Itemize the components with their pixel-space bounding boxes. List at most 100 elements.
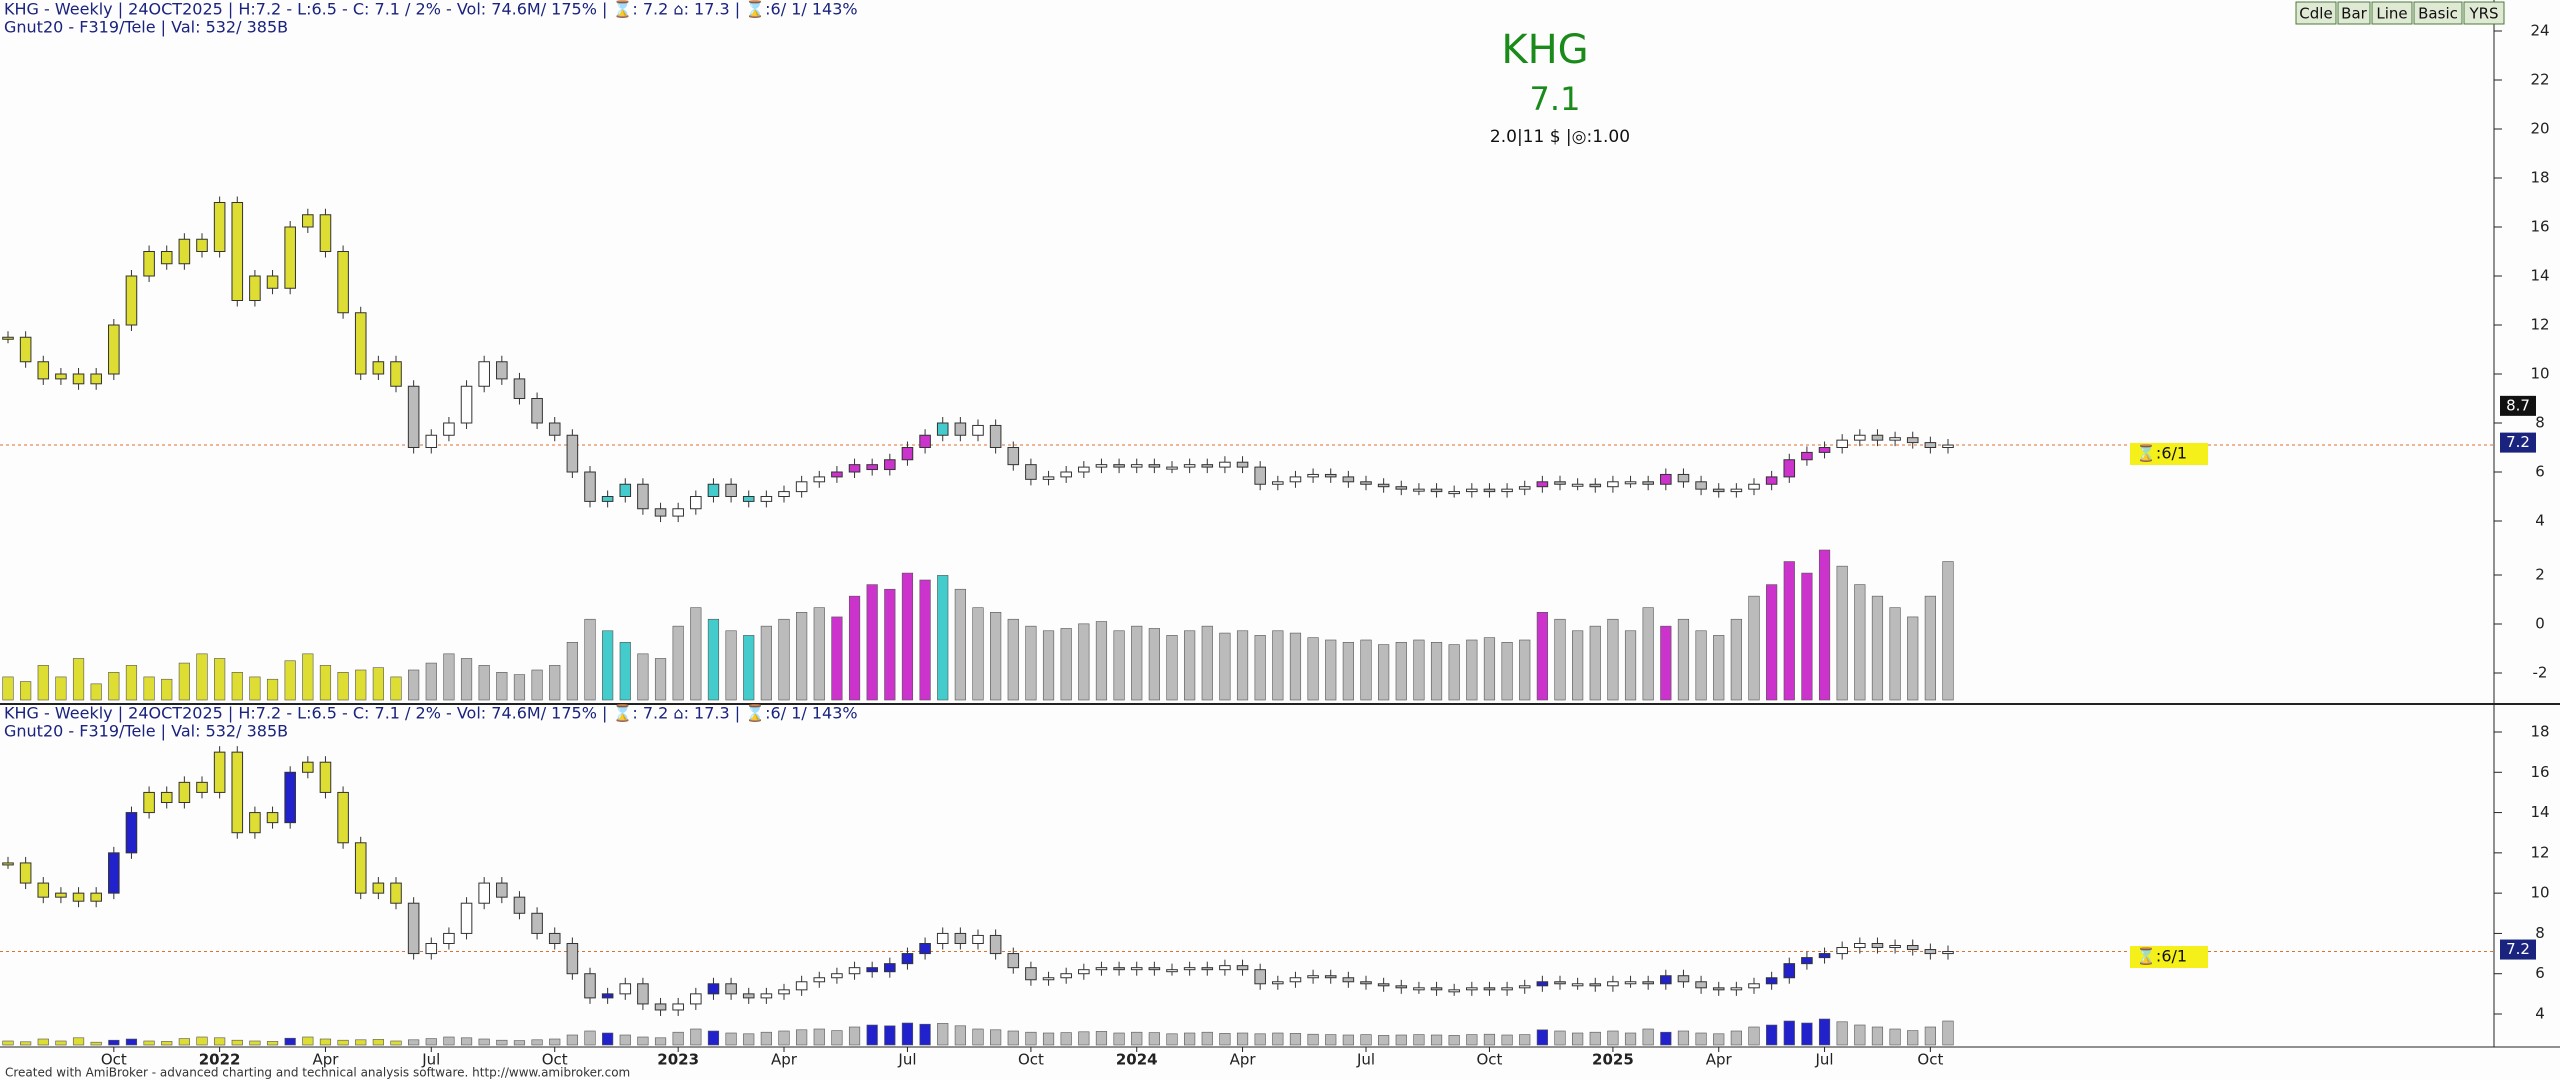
volume-bar — [108, 672, 120, 701]
volume-bar — [425, 662, 437, 701]
volume-bar — [637, 1036, 649, 1046]
candle — [1730, 488, 1743, 493]
volume-bar — [1871, 595, 1884, 701]
y-tick-label: 8 — [2535, 924, 2545, 942]
volume-bar — [1483, 637, 1496, 701]
candle — [1377, 983, 1390, 987]
candle — [619, 983, 632, 995]
volume-bar — [1942, 561, 1954, 701]
candle — [1712, 488, 1725, 493]
candle — [901, 953, 914, 965]
price-tag-label: 8.7 — [2506, 396, 2530, 414]
candle — [1801, 451, 1813, 461]
volume-bar — [1624, 1032, 1637, 1046]
volume-bar — [55, 1040, 67, 1046]
candle — [496, 882, 508, 898]
volume-bar — [796, 1029, 808, 1046]
y-tick-label: 4 — [2535, 1005, 2545, 1023]
candle — [1060, 471, 1072, 478]
candle — [1236, 965, 1249, 971]
x-tick-label: 2022 — [199, 1051, 241, 1069]
candle — [1607, 481, 1619, 488]
y-tick-label: 10 — [2530, 365, 2549, 383]
candle — [725, 483, 737, 497]
volume-bar — [1519, 1034, 1531, 1046]
volume-bar — [443, 653, 455, 701]
candle — [143, 251, 155, 277]
volume-bar — [408, 669, 420, 701]
candle — [584, 471, 596, 502]
x-tick-label: Oct — [1018, 1051, 1044, 1069]
candle — [1113, 464, 1125, 468]
x-tick-label: 2023 — [657, 1051, 699, 1069]
button-label[interactable]: Basic — [2418, 5, 2458, 23]
button[interactable] — [2371, 1, 2413, 25]
candle — [954, 422, 967, 436]
button[interactable] — [2337, 1, 2371, 25]
candle — [1219, 965, 1231, 971]
button[interactable] — [2413, 1, 2463, 25]
volume-bar — [214, 1037, 226, 1046]
candle — [1042, 977, 1055, 981]
candle — [1589, 983, 1602, 987]
volume-bar — [1836, 565, 1848, 701]
volume-bar — [266, 1041, 279, 1046]
candle — [972, 934, 984, 945]
candle — [901, 447, 914, 461]
volume-bar — [1166, 1033, 1178, 1046]
candle — [919, 434, 931, 448]
candle — [1765, 476, 1778, 485]
candle — [531, 912, 543, 934]
candle — [460, 902, 473, 934]
volume-bar — [20, 681, 32, 701]
volume-bar — [831, 1030, 843, 1046]
button-label[interactable]: YRS — [2468, 5, 2498, 23]
volume-bar — [1042, 630, 1055, 701]
volume-bar — [390, 676, 402, 701]
volume-bar — [1748, 1026, 1760, 1046]
volume-bar — [1201, 1031, 1213, 1046]
button[interactable] — [2295, 1, 2337, 25]
candle — [707, 483, 720, 497]
x-tick-label: Apr — [1230, 1051, 1257, 1069]
candle — [1854, 434, 1866, 441]
volume-bar — [1219, 1033, 1231, 1046]
candle — [55, 892, 67, 898]
volume-bar — [1131, 1031, 1143, 1046]
y2-tick-label: 2 — [2535, 566, 2545, 584]
x-tick-label: Apr — [771, 1051, 798, 1069]
volume-bar — [1589, 625, 1601, 701]
volume-bar — [355, 1039, 367, 1046]
volume-bar — [1430, 642, 1443, 701]
volume-bar — [1025, 625, 1037, 701]
volume-bar — [1466, 639, 1478, 701]
candle — [1501, 987, 1513, 991]
volume-bar — [1642, 607, 1654, 701]
candle — [1518, 486, 1531, 490]
candle — [972, 424, 984, 436]
volume-bar — [37, 665, 49, 701]
volume-bar — [55, 676, 67, 701]
candle — [601, 993, 614, 999]
button-label[interactable]: Bar — [2341, 5, 2367, 23]
candle — [831, 973, 843, 979]
candle — [1254, 969, 1266, 985]
x-tick-label: Jul — [897, 1051, 916, 1069]
candle — [1078, 466, 1090, 473]
button[interactable] — [2463, 1, 2505, 25]
button-label[interactable]: Line — [2376, 5, 2407, 23]
candle — [1025, 464, 1037, 480]
volume-bar — [1924, 595, 1936, 701]
volume-bar — [1801, 1022, 1813, 1046]
volume-bar — [566, 642, 578, 701]
candle — [1765, 977, 1778, 985]
volume-bar — [1483, 1033, 1496, 1046]
volume-bar — [1572, 1032, 1584, 1046]
volume-bar — [1148, 1032, 1160, 1046]
x-tick-label: 2025 — [1592, 1051, 1634, 1069]
candle — [1007, 953, 1020, 969]
footer: Created with AmiBroker - advanced charti… — [5, 1066, 630, 1080]
volume-bar — [460, 1037, 473, 1046]
button-label[interactable]: Cdle — [2299, 5, 2332, 23]
volume-bar — [284, 1037, 296, 1046]
